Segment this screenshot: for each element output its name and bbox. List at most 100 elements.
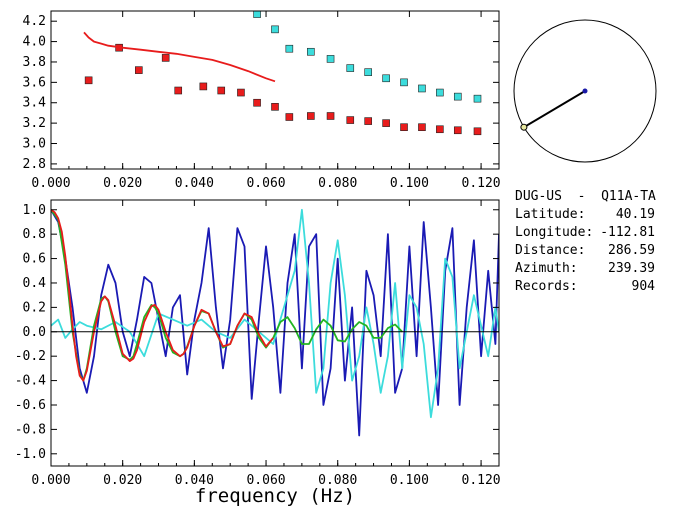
azimuth-center-dot [582,88,588,94]
correlation-series-group [51,208,499,437]
dispersion-y-tick-label: 3.2 [23,116,46,131]
latitude-value: 40.19 [616,207,655,222]
station-info: DUG-US - Q11A-TA Latitude: 40.19 Longitu… [515,189,656,294]
dispersion-y-tick-label: 4.2 [23,14,46,29]
dispersion-x-tick-label: 0.000 [31,176,70,191]
dispersion-marker [271,103,279,111]
dispersion-marker [382,119,390,127]
dispersion-marker [174,86,183,95]
correlation-y-tick-label: -0.6 [15,398,46,413]
azimuth-circle [513,19,657,163]
dispersion-chart: 0.000 0.020 0.040 0.060 0.080 0.100 0.120 2.8 3.… [23,10,501,191]
dispersion-chart-frame [50,10,500,170]
dispersion-marker [346,116,355,124]
dispersion-marker [418,123,426,132]
dispersion-y-tick-label: 2.8 [23,157,46,172]
azimuth-end-dot [520,123,528,131]
x-axis-title: frequency (Hz) [195,485,355,507]
dispersion-x-tick-label: 0.100 [390,176,429,191]
correlation-chart-frame [50,199,500,467]
correlation-y-tick-label: 0.6 [23,252,46,267]
dispersion-marker [453,126,462,135]
correlation-x-tick-label: 0.000 [31,473,70,488]
dispersion-marker [161,54,170,62]
dispersion-marker [326,55,335,63]
azimuth-label: Azimuth: [515,261,578,276]
dispersion-marker [418,84,426,93]
azimuth-line [523,90,586,129]
dispersion-marker [84,76,93,85]
correlation-series-line-1 [51,208,499,419]
dispersion-x-tick-label: 0.020 [103,176,142,191]
latitude-label: Latitude: [515,207,585,222]
dispersion-marker [253,98,261,107]
dispersion-marks [83,11,482,136]
dispersion-marker [135,66,143,74]
correlation-y-tick-label: 0.8 [23,227,46,242]
correlation-x-tick-label: 0.040 [175,473,214,488]
dispersion-marker [382,74,390,83]
correlation-y-tick-label: 1.0 [23,203,46,218]
correlation-x-tick-label: 0.100 [390,473,429,488]
correlation-marks [51,208,499,437]
correlation-x-tick-label: 0.120 [462,473,501,488]
correlation-y-tick-label: -1.0 [15,447,46,462]
correlation-y-tick-label: 0.4 [23,276,47,291]
longitude-value: -112.81 [600,225,655,240]
correlation-y-tick-label: -0.8 [15,422,46,437]
dispersion-marker [400,78,408,87]
distance-label: Distance: [515,243,585,258]
dispersion-x-tick-label: 0.120 [462,176,501,191]
station-title: DUG-US - Q11A-TA [515,189,656,204]
dispersion-x-tick-label: 0.060 [246,176,285,191]
dispersion-y-tick-label: 3.6 [23,75,46,90]
azimuth-value: 239.39 [608,261,655,276]
dispersion-series-line-2 [83,31,276,83]
records-value: 904 [632,279,656,294]
correlation-y-tick-label: -0.2 [15,349,46,364]
dispersion-marker [307,47,315,56]
dispersion-marker [326,112,335,120]
dispersion-marker [346,64,355,72]
dispersion-y-tick-label: 3.4 [23,96,47,111]
dispersion-y-tick-label: 4.0 [23,35,46,50]
dispersion-y-tick-label: 3.8 [23,55,46,70]
dispersion-x-tick-label: 0.040 [175,176,214,191]
dispersion-marker [217,86,226,95]
dispersion-marker [285,44,294,53]
correlation-axes: 0.000 0.020 0.040 0.060 0.080 0.100 0.120 -1.0 -… [15,200,501,488]
correlation-x-tick-label: 0.060 [246,473,285,488]
dispersion-marker [364,117,372,125]
dispersion-x-tick-label: 0.080 [318,176,357,191]
dispersion-marker [199,82,208,91]
dispersion-marker [436,88,444,97]
dispersion-marker [237,88,245,97]
dispersion-marker [307,112,315,120]
dispersion-marker [473,94,482,103]
correlation-y-tick-label: -0.4 [15,374,46,389]
dispersion-marker [400,123,408,132]
dispersion-marker [285,113,294,121]
azimuth-plot [513,19,657,163]
dispersion-y-tick-label: 3.0 [23,137,46,152]
dispersion-marker [271,25,279,34]
correlation-x-tick-label: 0.020 [103,473,142,488]
dispersion-marker [436,125,444,134]
records-label: Records: [515,279,578,294]
dispersion-series-group [83,11,482,136]
distance-value: 286.59 [608,243,655,258]
correlation-y-tick-label: 0.0 [23,325,46,340]
longitude-label: Longitude: [515,225,593,240]
dispersion-marker [364,68,372,76]
dispersion-marker [453,92,462,101]
correlation-series-line-0 [51,209,499,437]
correlation-chart: 0.000 0.020 0.040 0.060 0.080 0.100 0.120 -1.0 -… [15,199,501,507]
dispersion-marker [473,127,482,136]
correlation-x-tick-label: 0.080 [318,473,357,488]
correlation-series-line-3 [51,209,274,382]
dispersion-axes: 0.000 0.020 0.040 0.060 0.080 0.100 0.120 2.8 3.… [23,11,501,191]
dispersion-marker [253,11,261,18]
correlation-y-tick-label: 0.2 [23,300,46,315]
